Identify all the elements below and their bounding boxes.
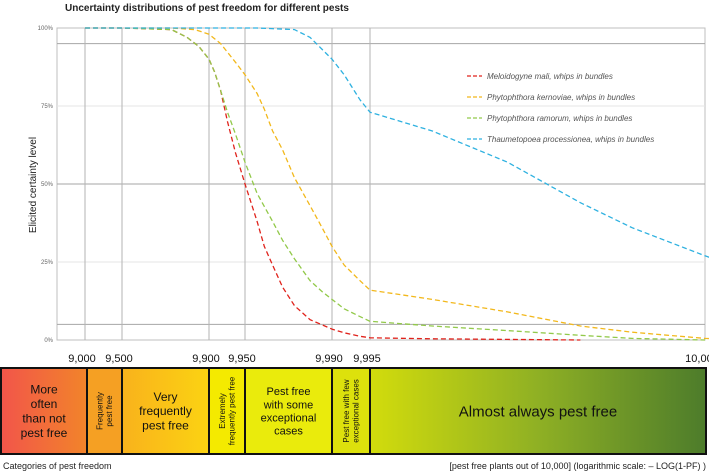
legend-entry-3: Phytophthora ramorum, whips in bundles [487, 114, 632, 123]
category-label: frequently pest free [228, 376, 237, 445]
category-label: Extremely [218, 393, 227, 429]
y-tick-label: 25% [41, 260, 54, 266]
y-tick-label: 100% [38, 26, 54, 32]
legend-entry-4: Thaumetopoea processionea, whips in bund… [487, 135, 654, 144]
x-tick-label: 9,500 [105, 353, 133, 365]
category-label: Pest free [266, 386, 310, 398]
category-box-5 [244, 367, 333, 455]
legend-entry-2: Phytophthora kernoviae, whips in bundles [487, 93, 635, 102]
category-box-1 [0, 367, 88, 455]
category-label: Very [153, 390, 177, 404]
legend: Meloidogyne mali, whips in bundles Phytop… [467, 72, 654, 144]
category-label: exceptional [261, 412, 317, 424]
category-label: cases [274, 426, 303, 438]
category-label: Frequently [96, 392, 105, 430]
x-axis-label: [pest free plants out of 10,000] (logari… [449, 461, 706, 471]
y-tick-label: 75% [41, 104, 54, 110]
y-axis-label: Elicited certainty level [28, 137, 39, 233]
category-box-7 [369, 367, 707, 455]
categories-label: Categories of pest freedom [3, 461, 112, 471]
grid [56, 27, 706, 341]
category-box-2 [86, 367, 123, 455]
category-label: often [31, 397, 58, 411]
category-label: exceptional cases [352, 379, 361, 443]
category-label: frequently [139, 404, 192, 418]
y-ticks: 0% 25% 50% 75% 100% [38, 26, 54, 344]
x-tick-label: 9,000 [68, 353, 96, 365]
series-line-3 [85, 27, 706, 341]
category-label: with some [263, 399, 314, 411]
category-box-6 [331, 367, 371, 455]
y-tick-label: 0% [44, 338, 53, 344]
x-tick-label: 10,000 [685, 353, 709, 365]
category-label: Almost always pest free [459, 403, 617, 420]
series-lines [85, 27, 709, 341]
chart-title: Uncertainty distributions of pest freedo… [65, 3, 349, 14]
category-box-4 [208, 367, 246, 455]
series-line-4 [85, 27, 709, 258]
category-label: pest free [21, 426, 68, 440]
x-tick-label: 9,995 [353, 353, 381, 365]
x-ticks: 9,000 9,500 9,900 9,950 9,990 9,995 10,000 [68, 353, 709, 365]
category-label: than not [22, 411, 66, 425]
x-tick-label: 9,950 [228, 353, 256, 365]
series-line-2 [85, 27, 709, 340]
category-box-3 [121, 367, 210, 455]
category-label: More [30, 383, 58, 397]
category-label: pest free [142, 419, 189, 433]
x-tick-label: 9,990 [315, 353, 343, 365]
x-tick-label: 9,900 [192, 353, 220, 365]
category-label: Pest free with few [342, 379, 351, 442]
legend-entry-1: Meloidogyne mali, whips in bundles [487, 72, 613, 81]
y-tick-label: 50% [41, 182, 54, 188]
category-label: pest free [105, 395, 114, 427]
